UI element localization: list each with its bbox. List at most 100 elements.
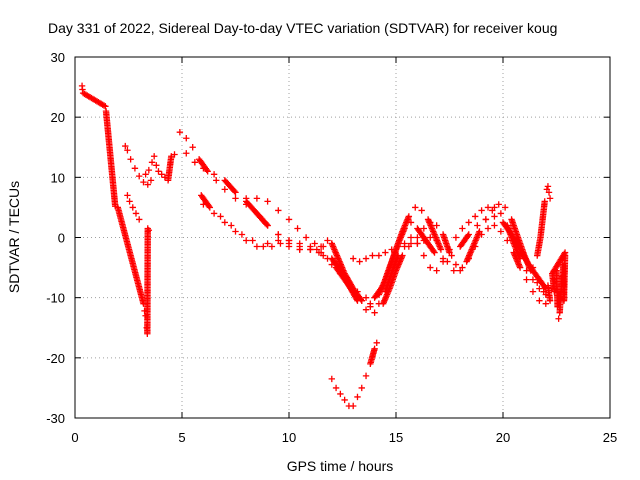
data-point <box>542 300 549 307</box>
data-point <box>407 219 415 226</box>
data-point <box>264 198 271 205</box>
data-point <box>150 153 158 160</box>
data-point <box>536 285 543 292</box>
data-point <box>127 156 134 163</box>
data-point <box>354 393 361 401</box>
data-point <box>129 204 136 211</box>
data-point <box>407 240 415 247</box>
data-point <box>350 402 357 410</box>
data-point <box>504 237 511 244</box>
x-tick-label: 5 <box>178 430 185 445</box>
data-point <box>285 243 293 250</box>
y-tick-label: -30 <box>46 411 65 426</box>
data-point <box>238 231 246 238</box>
data-point <box>437 246 445 253</box>
data-point <box>362 294 370 301</box>
data-point <box>221 186 228 193</box>
data-point <box>399 252 406 259</box>
data-point <box>491 222 498 229</box>
data-point <box>153 162 160 169</box>
data-point <box>145 166 153 174</box>
data-point <box>546 297 554 304</box>
y-tick-label: 10 <box>51 170 65 185</box>
data-point <box>465 231 472 238</box>
data-point <box>320 252 327 259</box>
data-point <box>171 151 178 158</box>
data-point <box>122 142 129 150</box>
data-point <box>450 267 457 274</box>
data-point <box>545 189 553 196</box>
data-point <box>328 375 335 383</box>
data-point <box>307 246 314 253</box>
data-point <box>228 222 235 229</box>
data-point <box>191 159 199 166</box>
data-point <box>200 201 207 208</box>
data-point <box>476 228 483 235</box>
data-point <box>420 225 428 232</box>
data-point <box>231 187 238 195</box>
data-point <box>420 237 428 244</box>
data-point <box>430 248 437 255</box>
data-point <box>142 171 149 178</box>
data-point <box>204 168 211 175</box>
data-point <box>452 261 460 268</box>
data-point <box>243 237 250 244</box>
data-point <box>140 178 147 186</box>
data-point <box>478 207 485 214</box>
data-point <box>427 234 434 241</box>
data-point <box>260 243 267 250</box>
data-points <box>78 82 569 410</box>
data-point <box>523 276 530 283</box>
data-point <box>353 296 360 303</box>
data-point <box>407 234 415 241</box>
data-point <box>296 246 303 253</box>
data-point <box>358 297 365 304</box>
data-point <box>529 276 537 283</box>
data-point <box>555 315 562 322</box>
data-point <box>356 258 363 265</box>
axis-ticks: 0 5 10 15 20 25 -30 -20 -10 0 10 20 30 <box>46 50 617 445</box>
data-point <box>126 198 133 205</box>
data-point <box>371 309 378 316</box>
data-point <box>263 221 270 228</box>
data-point <box>382 249 389 256</box>
data-point <box>367 300 374 307</box>
data-point <box>217 213 224 220</box>
x-tick-label: 20 <box>496 430 510 445</box>
data-point <box>551 288 558 295</box>
data-point <box>394 243 402 250</box>
data-point <box>465 219 472 226</box>
data-point <box>285 237 293 244</box>
data-point <box>464 232 472 240</box>
data-point <box>183 150 190 157</box>
data-point <box>358 384 365 392</box>
data-point <box>350 288 357 295</box>
data-point <box>136 172 143 180</box>
data-point <box>328 240 335 247</box>
data-point <box>302 234 310 241</box>
y-axis-label: SDTVAR / TECUs <box>6 181 22 293</box>
data-point <box>484 204 492 211</box>
data-point <box>418 207 425 214</box>
data-point <box>501 204 509 211</box>
data-point <box>324 255 331 262</box>
y-tick-label: 0 <box>58 231 65 246</box>
data-point <box>495 201 502 208</box>
data-point <box>482 216 490 223</box>
data-point <box>362 306 370 313</box>
data-point <box>253 243 261 250</box>
data-point <box>232 195 239 202</box>
data-point <box>320 243 327 250</box>
data-point <box>275 231 282 238</box>
data-point <box>249 237 256 244</box>
data-point <box>136 216 143 223</box>
data-point <box>529 264 537 271</box>
data-point <box>489 207 496 214</box>
data-point <box>148 159 156 166</box>
data-point <box>332 384 340 392</box>
data-point <box>311 240 318 247</box>
data-point <box>433 267 440 274</box>
data-point <box>168 153 175 160</box>
data-point <box>444 258 451 265</box>
data-point <box>203 166 210 174</box>
